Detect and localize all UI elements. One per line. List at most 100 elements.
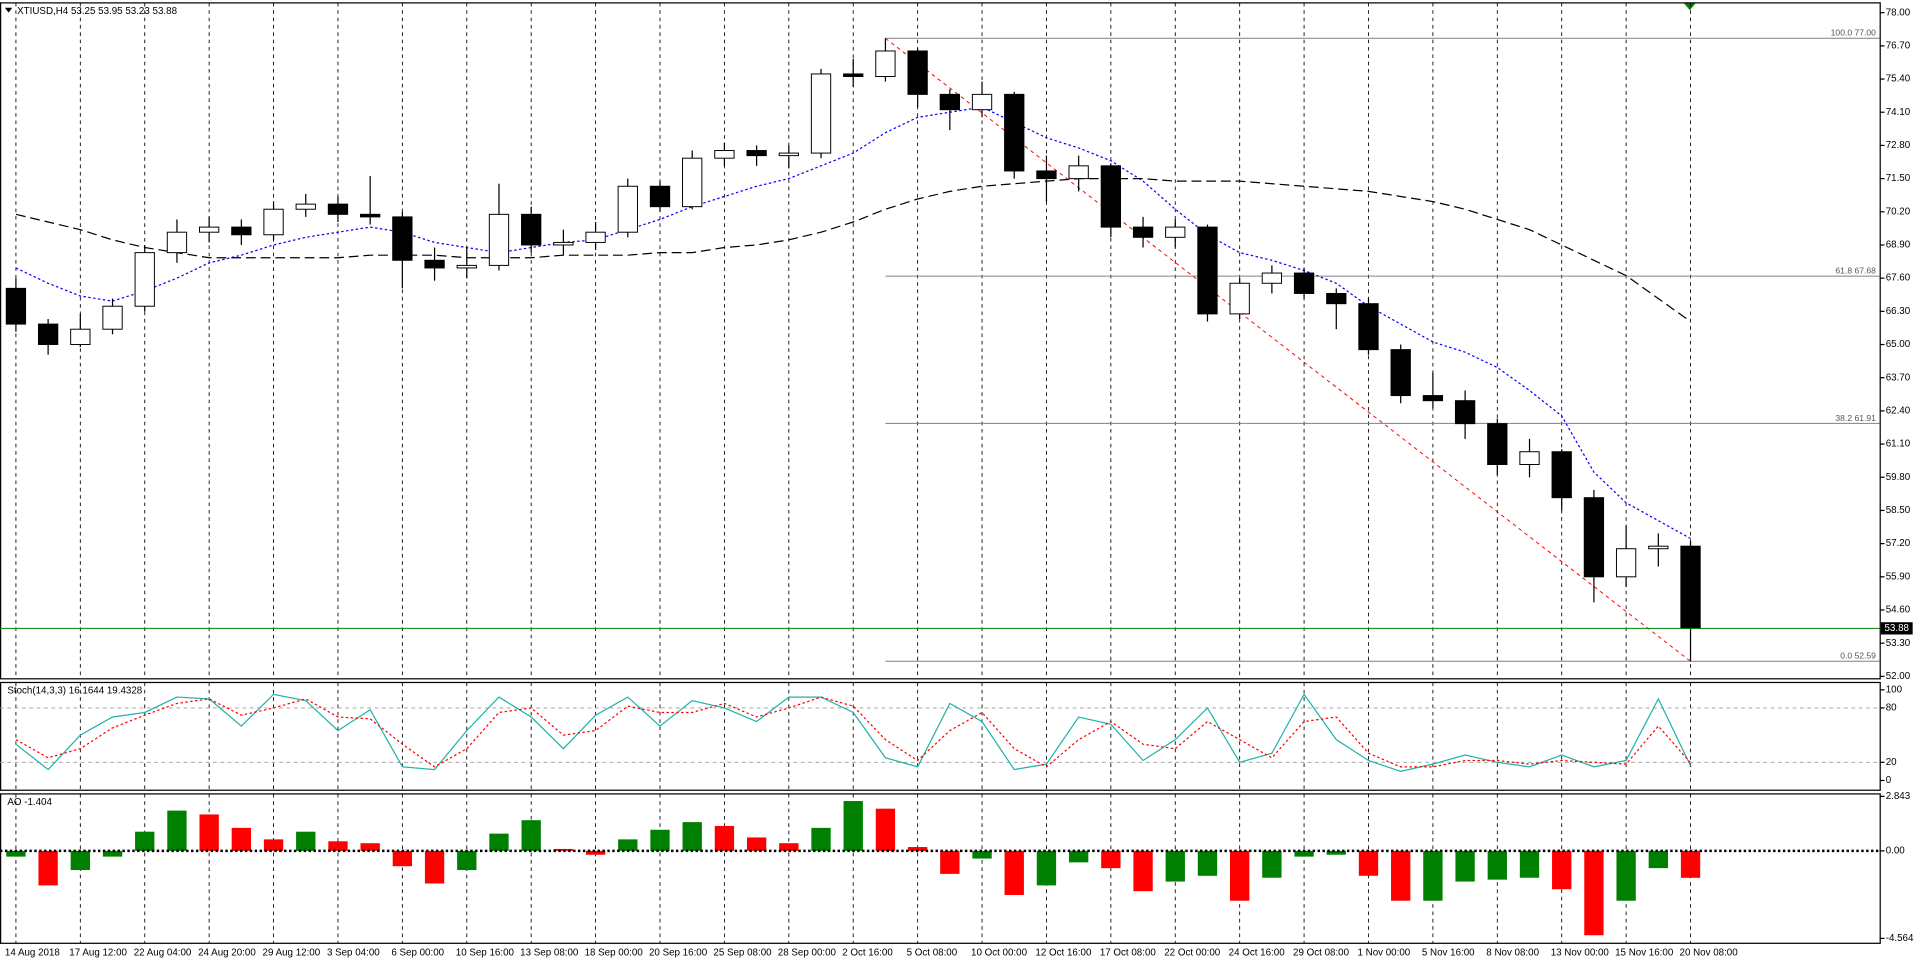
panel-title: XTIUSD,H4 53.25 53.95 53.23 53.88	[17, 6, 177, 17]
ao-bar	[1487, 850, 1507, 880]
x-tick-label: 17 Aug 12:00	[69, 948, 127, 959]
y-tick-label: 65.00	[1886, 339, 1911, 350]
ao-bar	[231, 827, 252, 851]
ao-bar	[70, 850, 90, 871]
candle-body	[1454, 400, 1476, 425]
ao-bar	[843, 801, 863, 851]
y-tick-label: 71.50	[1886, 173, 1911, 184]
ao-bar	[38, 850, 58, 886]
y-tick-label: 100	[1886, 684, 1903, 695]
candle-body	[37, 323, 59, 346]
ao-bar	[1262, 850, 1282, 878]
candle-body	[456, 264, 477, 269]
y-tick-label: 2.843	[1886, 791, 1911, 802]
ao-bar	[1101, 850, 1121, 869]
candle-body	[553, 241, 574, 246]
ao-bar	[1230, 850, 1250, 901]
y-tick-label: 53.30	[1886, 638, 1911, 649]
y-tick-label: 55.90	[1886, 571, 1911, 582]
candle-body	[617, 185, 638, 233]
x-tick-label: 24 Aug 20:00	[198, 948, 256, 959]
ao-bar	[6, 850, 26, 857]
candle-body	[1358, 303, 1379, 351]
ao-bar	[650, 829, 670, 851]
ao-bar	[1584, 850, 1604, 936]
ao-bar	[1165, 850, 1185, 882]
ao-bar	[940, 850, 960, 874]
fib-label: 100.0 77.00	[1831, 28, 1876, 38]
candle-body	[198, 226, 220, 233]
candle-body	[1165, 226, 1186, 238]
candle-body	[1261, 272, 1283, 284]
stoch-line	[15, 696, 1691, 768]
candle-body	[327, 203, 349, 215]
y-tick-label: 76.70	[1886, 40, 1911, 51]
x-tick-label: 29 Oct 08:00	[1293, 948, 1350, 959]
panel-frame	[0, 793, 1881, 944]
x-tick-label: 24 Oct 16:00	[1229, 948, 1286, 959]
candle-body	[1583, 497, 1605, 578]
ao-bar	[618, 839, 638, 851]
candle-body	[1487, 423, 1508, 465]
x-tick-label: 29 Aug 12:00	[263, 948, 321, 959]
ao-bar	[972, 850, 992, 859]
candle-body	[1326, 292, 1347, 305]
ao-bar	[457, 850, 477, 871]
ao-bar	[907, 847, 928, 851]
candle-body	[746, 150, 767, 157]
x-tick-label: 13 Nov 00:00	[1551, 948, 1610, 959]
candle-body	[263, 208, 284, 236]
ao-bar	[585, 850, 606, 855]
ao-bar	[167, 810, 187, 851]
candle-body	[70, 328, 91, 346]
ao-bar	[135, 831, 155, 851]
ao-bar	[360, 843, 380, 851]
candle-body	[134, 252, 155, 307]
ao-bar	[328, 841, 348, 851]
candle-body	[102, 305, 123, 330]
y-tick-label: 74.10	[1886, 107, 1911, 118]
last-price-label: 53.88	[1884, 623, 1909, 634]
y-tick-label: 68.90	[1886, 240, 1911, 251]
candle-body	[971, 93, 993, 111]
candle-body	[424, 259, 445, 269]
x-tick-label: 1 Nov 00:00	[1357, 948, 1410, 959]
ao-bar	[875, 808, 896, 851]
candle-body	[1615, 548, 1637, 578]
ao-bar	[714, 825, 735, 851]
x-tick-label: 15 Nov 16:00	[1615, 948, 1674, 959]
candle-body	[392, 216, 413, 261]
ao-bar	[1358, 850, 1379, 876]
y-tick-label: 72.80	[1886, 140, 1911, 151]
panel-frame	[0, 681, 1881, 791]
x-tick-label: 20 Nov 08:00	[1680, 948, 1739, 959]
x-tick-label: 13 Sep 08:00	[520, 948, 579, 959]
candle-body	[843, 73, 864, 77]
x-tick-label: 2 Oct 16:00	[842, 948, 893, 959]
panel-title: AO -1.404	[7, 797, 52, 808]
ao-bar	[1036, 850, 1057, 886]
candle-body	[1519, 451, 1540, 465]
y-tick-label: 80	[1886, 703, 1897, 714]
ao-bar	[263, 839, 284, 851]
ao-bar	[682, 822, 702, 851]
candle-body	[1680, 545, 1701, 629]
ao-bar	[1068, 850, 1089, 863]
ao-bar	[1455, 850, 1475, 882]
y-tick-label: 61.10	[1886, 439, 1911, 450]
x-tick-label: 28 Sep 00:00	[778, 948, 837, 959]
candle-body	[810, 73, 832, 154]
candle-body	[231, 226, 252, 236]
panel-title: Stoch(14,3,3) 16.1644 19.4328	[7, 686, 142, 697]
ao-bar	[296, 831, 316, 851]
x-tick-label: 18 Sep 00:00	[585, 948, 644, 959]
marker-triangle	[1683, 2, 1696, 11]
x-tick-label: 10 Sep 16:00	[456, 948, 515, 959]
x-tick-label: 22 Oct 00:00	[1164, 948, 1221, 959]
candle-body	[295, 203, 316, 210]
x-tick-label: 14 Aug 2018	[5, 948, 60, 959]
y-tick-label: 63.70	[1886, 372, 1911, 383]
ao-bar	[1648, 850, 1668, 869]
